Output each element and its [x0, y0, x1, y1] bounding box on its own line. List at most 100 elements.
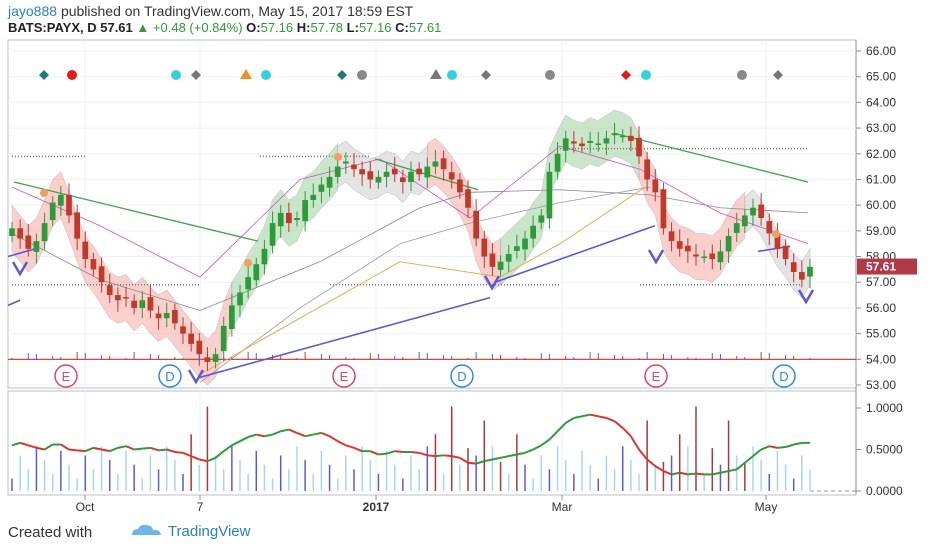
- candle-body: [457, 179, 463, 193]
- indicator-line-segment: [345, 444, 355, 449]
- candle-body: [676, 241, 683, 249]
- indicator-line-segment: [508, 453, 518, 458]
- sma-line-orange: [199, 186, 646, 376]
- indicator-line-segment: [280, 428, 290, 433]
- indicator-line-segment: [443, 454, 452, 458]
- tradingview-logo[interactable]: TradingView: [130, 523, 250, 540]
- candle-body: [522, 238, 528, 250]
- candle-body: [693, 254, 699, 257]
- indicator-line-segment: [581, 413, 591, 418]
- up-arrow-icon: ▲: [136, 20, 150, 35]
- dividend-marker-label: D: [165, 369, 174, 384]
- indicator-line-segment: [93, 446, 102, 451]
- indicator-line-segment: [84, 446, 94, 453]
- event-diamond-icon: [191, 70, 201, 80]
- candle-body: [587, 140, 593, 143]
- author-link[interactable]: jayo888: [8, 3, 58, 19]
- candle-body: [17, 228, 23, 239]
- band-layer: [11, 109, 811, 386]
- candle-body: [269, 223, 276, 246]
- last-price-badge-label: 57.61: [866, 260, 896, 274]
- candle-body: [49, 202, 56, 221]
- indicator-line-segment: [516, 451, 526, 456]
- indicator-line-segment: [785, 443, 795, 448]
- candle-body: [465, 189, 471, 208]
- indicator-line-segment: [793, 441, 803, 446]
- open-label: O:: [246, 20, 261, 35]
- indicator-line-segment: [60, 443, 70, 451]
- indicator-line-segment: [214, 450, 225, 459]
- sma-line-gray-2: [199, 186, 651, 383]
- earnings-marker: [644, 364, 668, 388]
- candle-body: [717, 251, 724, 263]
- channel-band: [638, 133, 746, 283]
- candle-body: [90, 259, 97, 270]
- published-text: published on TradingView.com, May 15, 20…: [60, 3, 414, 19]
- indicator-line-segment: [182, 451, 192, 458]
- price-tick-label: 54.00: [866, 352, 896, 366]
- indicator-line-segment: [467, 461, 477, 465]
- indicator-line-segment: [394, 450, 403, 453]
- pivot-dot-icon: [40, 189, 48, 197]
- indicator-line-segment: [36, 446, 45, 451]
- time-axis: Oct 7 2017 Mar May: [76, 495, 777, 514]
- tradingview-brand: TradingView: [167, 523, 251, 540]
- candle-body: [709, 253, 716, 260]
- indicator-tick-label: 0.0000: [866, 484, 903, 498]
- candle-body: [41, 223, 48, 242]
- indicator-line-segment: [613, 420, 624, 429]
- time-tick-label: 7: [197, 500, 204, 514]
- symbol-line: BATS:PAYX, D 57.61 ▲ +0.48 (+0.84%) O:57…: [8, 20, 441, 35]
- last-price: 57.61: [100, 20, 133, 35]
- price-axis: 66.00 65.00 64.00 63.00 62.00 61.00 60.00 59.00…: [856, 44, 917, 392]
- indicator-line-segment: [769, 445, 778, 449]
- candle-body: [758, 204, 764, 218]
- candle-body: [408, 171, 414, 183]
- indicator-line-segment: [337, 440, 347, 447]
- candle-body: [318, 184, 325, 192]
- indicator-line-segment: [589, 413, 599, 418]
- low-label: L:: [346, 20, 359, 35]
- price-change: +0.48 (+0.84%): [152, 20, 243, 35]
- time-tick-label: 2017: [363, 500, 390, 514]
- indicator-line-segment: [256, 433, 265, 438]
- indicator-line-segment: [679, 471, 689, 476]
- event-dot-icon: [171, 70, 181, 80]
- candle-body: [212, 354, 219, 362]
- resistance-line-left: [13, 181, 259, 242]
- sma-line-magenta: [11, 145, 809, 278]
- price-tick-label: 56.00: [866, 301, 896, 315]
- indicator-line-segment: [540, 438, 551, 447]
- candle-body: [139, 300, 146, 308]
- v-signal-icon: [797, 289, 815, 305]
- event-dot-icon: [357, 70, 367, 80]
- resistance-line-right: [613, 132, 809, 183]
- price-tick-label: 61.00: [866, 172, 896, 186]
- event-dot-icon: [737, 70, 747, 80]
- indicator-line-segment: [606, 417, 615, 423]
- indicator-line-segment: [646, 458, 656, 467]
- candle-body: [473, 210, 479, 239]
- indicator-line-segment: [736, 462, 746, 471]
- indicator-line-segment: [329, 435, 339, 443]
- candle-body: [489, 253, 496, 267]
- high-value: 57.78: [310, 20, 344, 35]
- indicator-line-segment: [630, 435, 640, 451]
- event-dot-icon: [67, 70, 77, 80]
- candle-body: [725, 235, 732, 252]
- candle-body: [579, 143, 585, 147]
- indicator-line-segment: [622, 427, 632, 437]
- candle-body: [351, 164, 357, 170]
- indicator-line-segment: [199, 458, 208, 463]
- candle-body: [98, 266, 105, 283]
- event-diamond-icon: [481, 70, 491, 80]
- indicator-line-segment: [223, 444, 233, 452]
- indicator-line-segment: [524, 448, 534, 454]
- candle-body: [807, 266, 813, 277]
- indicator-line-segment: [174, 450, 184, 454]
- candle-body: [733, 223, 740, 233]
- candle-body: [619, 135, 626, 138]
- candle-body: [636, 137, 642, 157]
- earnings-marker-label: E: [340, 369, 349, 384]
